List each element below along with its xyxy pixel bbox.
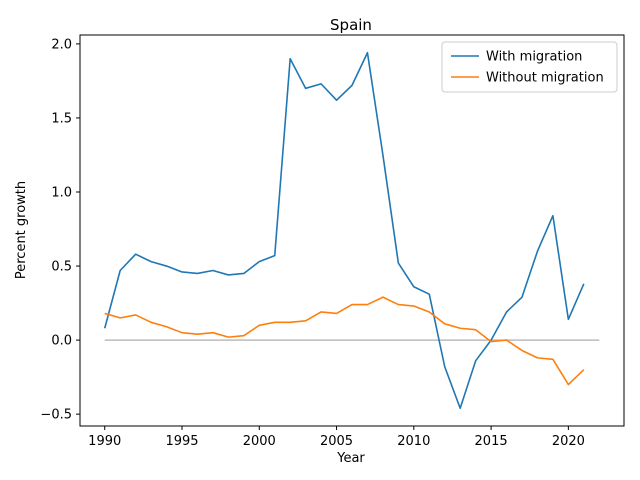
x-tick-label: 2010 <box>397 434 430 449</box>
y-axis-label: Percent growth <box>14 181 29 279</box>
series-line-2 <box>104 296 585 386</box>
y-tick-label: 2.0 <box>51 37 72 52</box>
axes-layer <box>79 34 625 427</box>
y-tick-label: 1.0 <box>51 185 72 200</box>
x-tick-label: 2015 <box>475 434 508 449</box>
x-axis-label: Year <box>336 451 365 466</box>
x-axis-ticks: 1990 1995 2000 2005 2010 2015 2020 <box>88 426 585 449</box>
legend: With migration Without migration <box>441 41 618 93</box>
series-line-1 <box>103 51 585 410</box>
x-tick-label: 2005 <box>320 434 353 449</box>
x-tick-label: 1995 <box>165 434 198 449</box>
x-tick-label: 2000 <box>243 434 276 449</box>
chart-title: Spain <box>330 16 372 34</box>
y-axis-ticks: −0.5 0.0 0.5 1.0 1.5 2.0 <box>40 37 80 423</box>
legend-label: With migration <box>486 50 582 65</box>
plot-frame <box>79 34 625 427</box>
x-tick-label: 1990 <box>88 434 121 449</box>
y-tick-label: 1.5 <box>51 111 72 126</box>
legend-box <box>441 41 618 93</box>
y-tick-label: −0.5 <box>40 408 72 423</box>
y-tick-label: 0.0 <box>51 334 72 349</box>
series-layer <box>103 51 585 410</box>
x-tick-label: 2020 <box>552 434 585 449</box>
y-tick-label: 0.5 <box>51 260 72 275</box>
legend-label: Without migration <box>486 71 604 86</box>
